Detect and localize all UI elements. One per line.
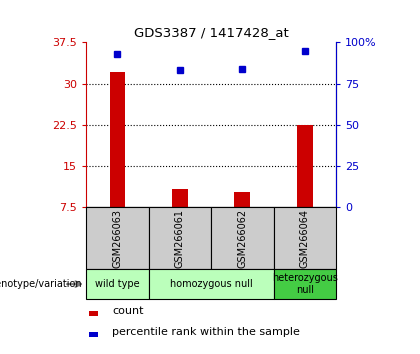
Text: count: count (113, 306, 144, 316)
Bar (149, 207, 211, 269)
Bar (149, 269, 273, 299)
Bar (211, 207, 273, 269)
Text: GSM266063: GSM266063 (112, 209, 122, 268)
Text: genotype/variation: genotype/variation (0, 279, 82, 289)
Text: percentile rank within the sample: percentile rank within the sample (113, 327, 300, 337)
Bar (89, 311, 98, 316)
Bar (89, 332, 98, 337)
Text: wild type: wild type (95, 279, 139, 289)
Bar (234, 192, 250, 207)
Text: GSM266061: GSM266061 (175, 209, 185, 268)
Bar (110, 72, 125, 207)
Text: homozygous null: homozygous null (170, 279, 252, 289)
Bar (273, 269, 336, 299)
Bar (86, 207, 149, 269)
Bar (86, 269, 149, 299)
Text: GSM266062: GSM266062 (237, 209, 247, 268)
Bar (297, 125, 312, 207)
Bar (172, 189, 188, 207)
Title: GDS3387 / 1417428_at: GDS3387 / 1417428_at (134, 25, 289, 39)
Bar (273, 207, 336, 269)
Text: heterozygous
null: heterozygous null (272, 273, 338, 295)
Text: GSM266064: GSM266064 (300, 209, 310, 268)
